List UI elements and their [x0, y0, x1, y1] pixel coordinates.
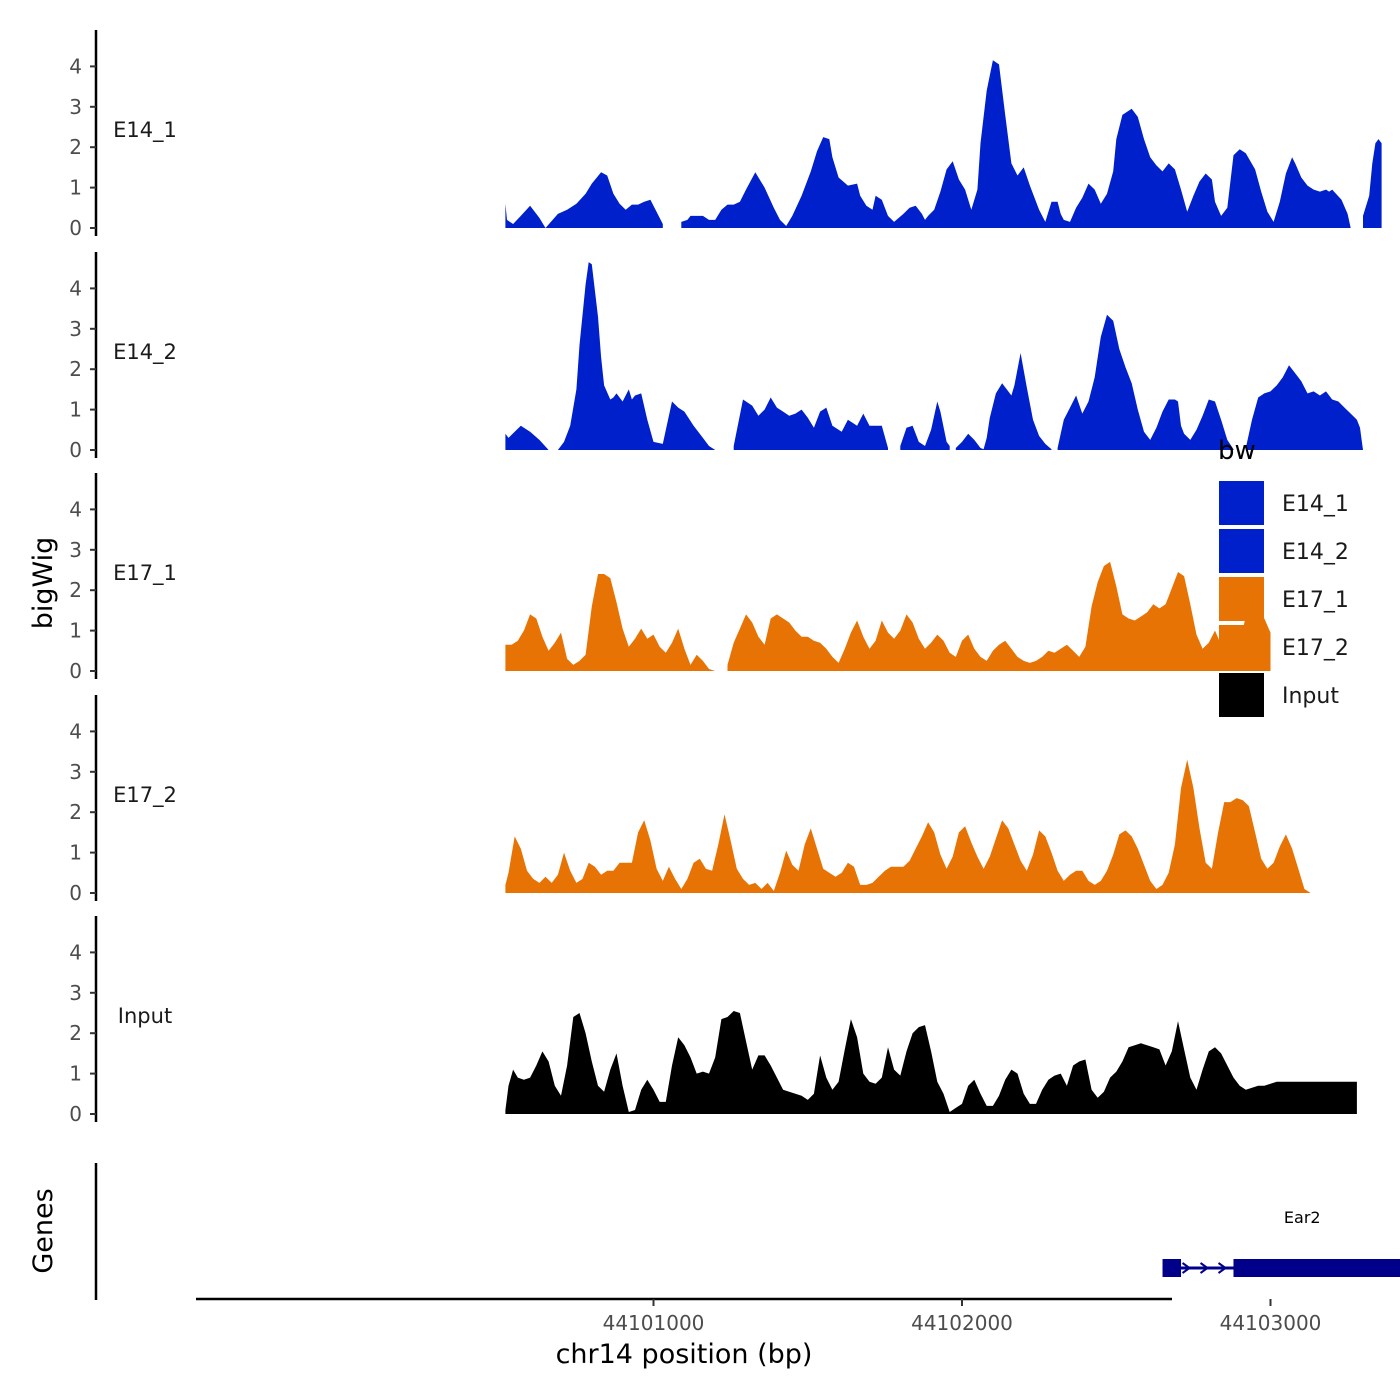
y-tick-label: 4 [69, 276, 82, 300]
y-tick-label: 2 [69, 357, 82, 381]
track-label: Input [118, 1004, 172, 1028]
coverage-area-E14_1 [505, 60, 1382, 228]
track-panel-E14_1: 0 1 2 3 4 E14_1 [69, 30, 1382, 240]
strand-chevron [1181, 1262, 1192, 1274]
gene-models: Ear2 [1162, 1208, 1400, 1277]
y-axis-title: bigWig [28, 537, 59, 630]
x-axis: 44101000 44102000 44103000 chr14 position … [196, 1297, 1322, 1370]
genes-panel-label: Genes [28, 1188, 59, 1273]
genes-panel: Genes Ear2 [28, 1163, 1400, 1300]
legend-label: E14_2 [1282, 540, 1349, 565]
legend-label: Input [1282, 684, 1339, 709]
legend-swatch [1219, 625, 1264, 669]
y-tick-label: 0 [69, 1102, 82, 1126]
y-tick-label: 1 [69, 176, 82, 200]
track-label: E14_2 [113, 340, 177, 365]
y-tick-label: 2 [69, 800, 82, 824]
track-label: E17_1 [113, 561, 177, 586]
y-tick-label: 2 [69, 1021, 82, 1045]
y-tick-label: 2 [69, 578, 82, 602]
track-panel-Input: 0 1 2 3 4 Input [69, 916, 1357, 1126]
y-tick-label: 2 [69, 135, 82, 159]
coverage-area-Input [505, 1011, 1357, 1114]
legend-label: E17_1 [1282, 588, 1349, 613]
y-tick-label: 1 [69, 619, 82, 643]
legend-label: E17_2 [1282, 636, 1349, 661]
legend-swatch [1219, 577, 1264, 621]
legend-label: E14_1 [1282, 492, 1349, 517]
x-tick-label: 44103000 [1220, 1311, 1322, 1335]
y-tick-label: 0 [69, 438, 82, 462]
gene-exon [1162, 1259, 1182, 1277]
y-tick-label: 3 [69, 981, 82, 1005]
track-panel-E17_1: 0 1 2 3 4 E17_1 [69, 473, 1271, 683]
coverage-area-E17_2 [505, 759, 1348, 893]
y-tick-label: 0 [69, 881, 82, 905]
legend-swatch [1219, 481, 1264, 525]
strand-chevron [1217, 1262, 1228, 1274]
y-tick-label: 1 [69, 398, 82, 422]
y-tick-label: 3 [69, 95, 82, 119]
y-tick-label: 4 [69, 54, 82, 78]
track-label: E17_2 [113, 783, 177, 808]
gene-name-label: Ear2 [1284, 1208, 1321, 1227]
track-label: E14_1 [113, 118, 177, 143]
y-tick-label: 4 [69, 940, 82, 964]
y-tick-label: 3 [69, 538, 82, 562]
strand-chevron [1199, 1262, 1210, 1274]
track-panel-E17_2: 0 1 2 3 4 E17_2 [69, 695, 1348, 905]
y-tick-label: 3 [69, 317, 82, 341]
coverage-area-E17_1 [505, 561, 1271, 671]
y-tick-label: 0 [69, 216, 82, 240]
legend-title: bw [1218, 436, 1256, 466]
tracks-layer: 0 1 2 3 4 E14_1 0 1 2 3 4 E14_2 0 1 2 3 4 E17_1 0 1 2 3 4 E17_2… [69, 30, 1382, 1126]
y-tick-label: 3 [69, 760, 82, 784]
legend-swatch [1219, 529, 1264, 573]
y-tick-label: 0 [69, 659, 82, 683]
x-tick-label: 44101000 [603, 1311, 705, 1335]
x-axis-title: chr14 position (bp) [556, 1339, 813, 1370]
track-panel-E14_2: 0 1 2 3 4 E14_2 [69, 252, 1363, 462]
legend: bw E14_1 E14_2 E17_1 E17_2 Input [1218, 436, 1349, 717]
y-tick-label: 4 [69, 497, 82, 521]
y-tick-label: 1 [69, 841, 82, 865]
y-tick-label: 1 [69, 1062, 82, 1086]
coverage-area-E14_2 [505, 262, 1363, 450]
legend-entries: E14_1 E14_2 E17_1 E17_2 Input [1219, 481, 1349, 717]
x-tick-label: 44102000 [911, 1311, 1013, 1335]
x-ticks: 44101000 44102000 44103000 [603, 1299, 1322, 1335]
legend-swatch [1219, 673, 1264, 717]
y-tick-label: 4 [69, 719, 82, 743]
gene-exon [1233, 1259, 1400, 1277]
